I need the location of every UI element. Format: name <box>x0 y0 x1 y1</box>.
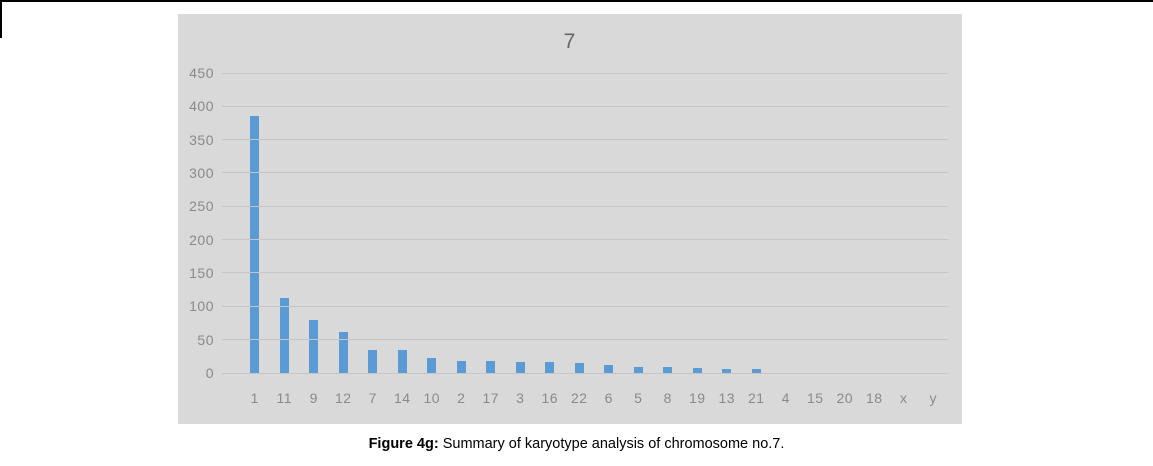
bar-cell <box>683 73 713 373</box>
x-axis: 1 11 9 12 7 14 10 2 17 3 16 22 6 5 8 19 13 21 4 15 20 18 x y <box>240 390 948 406</box>
y-tick-label: 0 <box>205 365 214 381</box>
gridline <box>222 339 948 341</box>
bar <box>309 319 319 373</box>
bar-cell <box>801 73 831 373</box>
bar <box>692 368 702 373</box>
bar <box>663 367 673 373</box>
gridline <box>222 72 948 74</box>
x-tick-label: 19 <box>688 390 706 406</box>
x-tick-label: 17 <box>482 390 500 406</box>
bar-cell <box>653 73 683 373</box>
bar-cell <box>535 73 565 373</box>
bar-cell <box>447 73 477 373</box>
x-tick-label: x <box>900 390 908 406</box>
bar <box>633 367 643 373</box>
bar <box>722 369 732 373</box>
x-tick-label: 20 <box>836 390 854 406</box>
bar <box>250 116 260 373</box>
figure-caption-label: Figure 4g: <box>368 436 439 452</box>
figure-caption: Figure 4g: Summary of karyotype analysis… <box>0 436 1153 452</box>
bar <box>545 362 555 373</box>
bar-cell <box>830 73 860 373</box>
bar <box>368 349 378 373</box>
x-tick-label: 4 <box>781 390 790 406</box>
bar-cell <box>270 73 300 373</box>
bar-cell <box>299 73 329 373</box>
y-tick-label: 50 <box>197 331 214 348</box>
bar <box>456 361 466 373</box>
bar <box>486 361 496 373</box>
bar <box>427 358 437 373</box>
figure-caption-text: Summary of karyotype analysis of chromos… <box>442 436 785 452</box>
gridline <box>222 272 948 274</box>
x-tick-label: 5 <box>634 390 643 406</box>
bar <box>515 361 525 373</box>
y-axis: 450 400 350 300 250 200 150 100 50 0 <box>178 66 214 380</box>
bar-cell <box>889 73 919 373</box>
gridline <box>222 372 948 374</box>
x-tick-label: 8 <box>663 390 672 406</box>
gridline <box>222 239 948 241</box>
gridline <box>222 305 948 307</box>
y-tick-label: 150 <box>189 264 214 281</box>
bar-cell <box>860 73 890 373</box>
x-tick-label: 2 <box>457 390 466 406</box>
y-tick-label: 400 <box>189 98 214 115</box>
gridline <box>222 172 948 174</box>
bar <box>338 331 348 373</box>
bar <box>397 349 407 373</box>
x-tick-label: 9 <box>309 390 318 406</box>
x-tick-label: 6 <box>604 390 613 406</box>
bar-cell <box>329 73 359 373</box>
bar-cell <box>476 73 506 373</box>
page-border-left <box>0 0 2 38</box>
y-tick-label: 250 <box>189 198 214 215</box>
x-tick-label: 13 <box>718 390 736 406</box>
bar-cell <box>388 73 418 373</box>
x-tick-label: 11 <box>276 390 293 406</box>
x-tick-label: 14 <box>393 390 411 406</box>
gridline <box>222 139 948 141</box>
bar <box>574 363 584 373</box>
x-tick-label: y <box>929 390 937 406</box>
chart-title: 7 <box>563 30 577 53</box>
bar-cell <box>919 73 949 373</box>
y-tick-label: 450 <box>189 65 214 81</box>
y-tick-label: 350 <box>189 131 214 148</box>
x-tick-label: 10 <box>423 390 441 406</box>
bar-cell <box>742 73 772 373</box>
bar-chart-panel: 7 450 400 350 300 250 200 150 100 50 0 1 11 9 12 7 14 1… <box>178 14 962 424</box>
bar-cell <box>358 73 388 373</box>
y-tick-label: 100 <box>189 298 214 315</box>
y-tick-label: 300 <box>189 164 214 181</box>
gridline <box>222 105 948 107</box>
bar-cell <box>624 73 654 373</box>
x-tick-label: 22 <box>570 390 588 406</box>
x-tick-label: 15 <box>806 390 824 406</box>
x-tick-label: 1 <box>250 390 259 406</box>
bar-cell <box>506 73 536 373</box>
bar-cell <box>712 73 742 373</box>
x-tick-label: 12 <box>334 390 352 406</box>
bar-cell <box>240 73 270 373</box>
bars-row <box>240 73 948 373</box>
bar <box>604 365 614 373</box>
bar-cell <box>594 73 624 373</box>
y-tick-label: 200 <box>189 231 214 248</box>
x-tick-label: 7 <box>368 390 377 406</box>
bar-cell <box>417 73 447 373</box>
bar-cell <box>565 73 595 373</box>
x-tick-label: 18 <box>865 390 883 406</box>
bar <box>279 298 289 373</box>
bar <box>751 369 761 373</box>
plot-area <box>222 72 948 374</box>
page-border-top <box>0 0 1153 2</box>
gridline <box>222 205 948 207</box>
x-tick-label: 21 <box>747 390 765 406</box>
x-tick-label: 16 <box>541 390 559 406</box>
x-tick-label: 3 <box>516 390 525 406</box>
bar-cell <box>771 73 801 373</box>
